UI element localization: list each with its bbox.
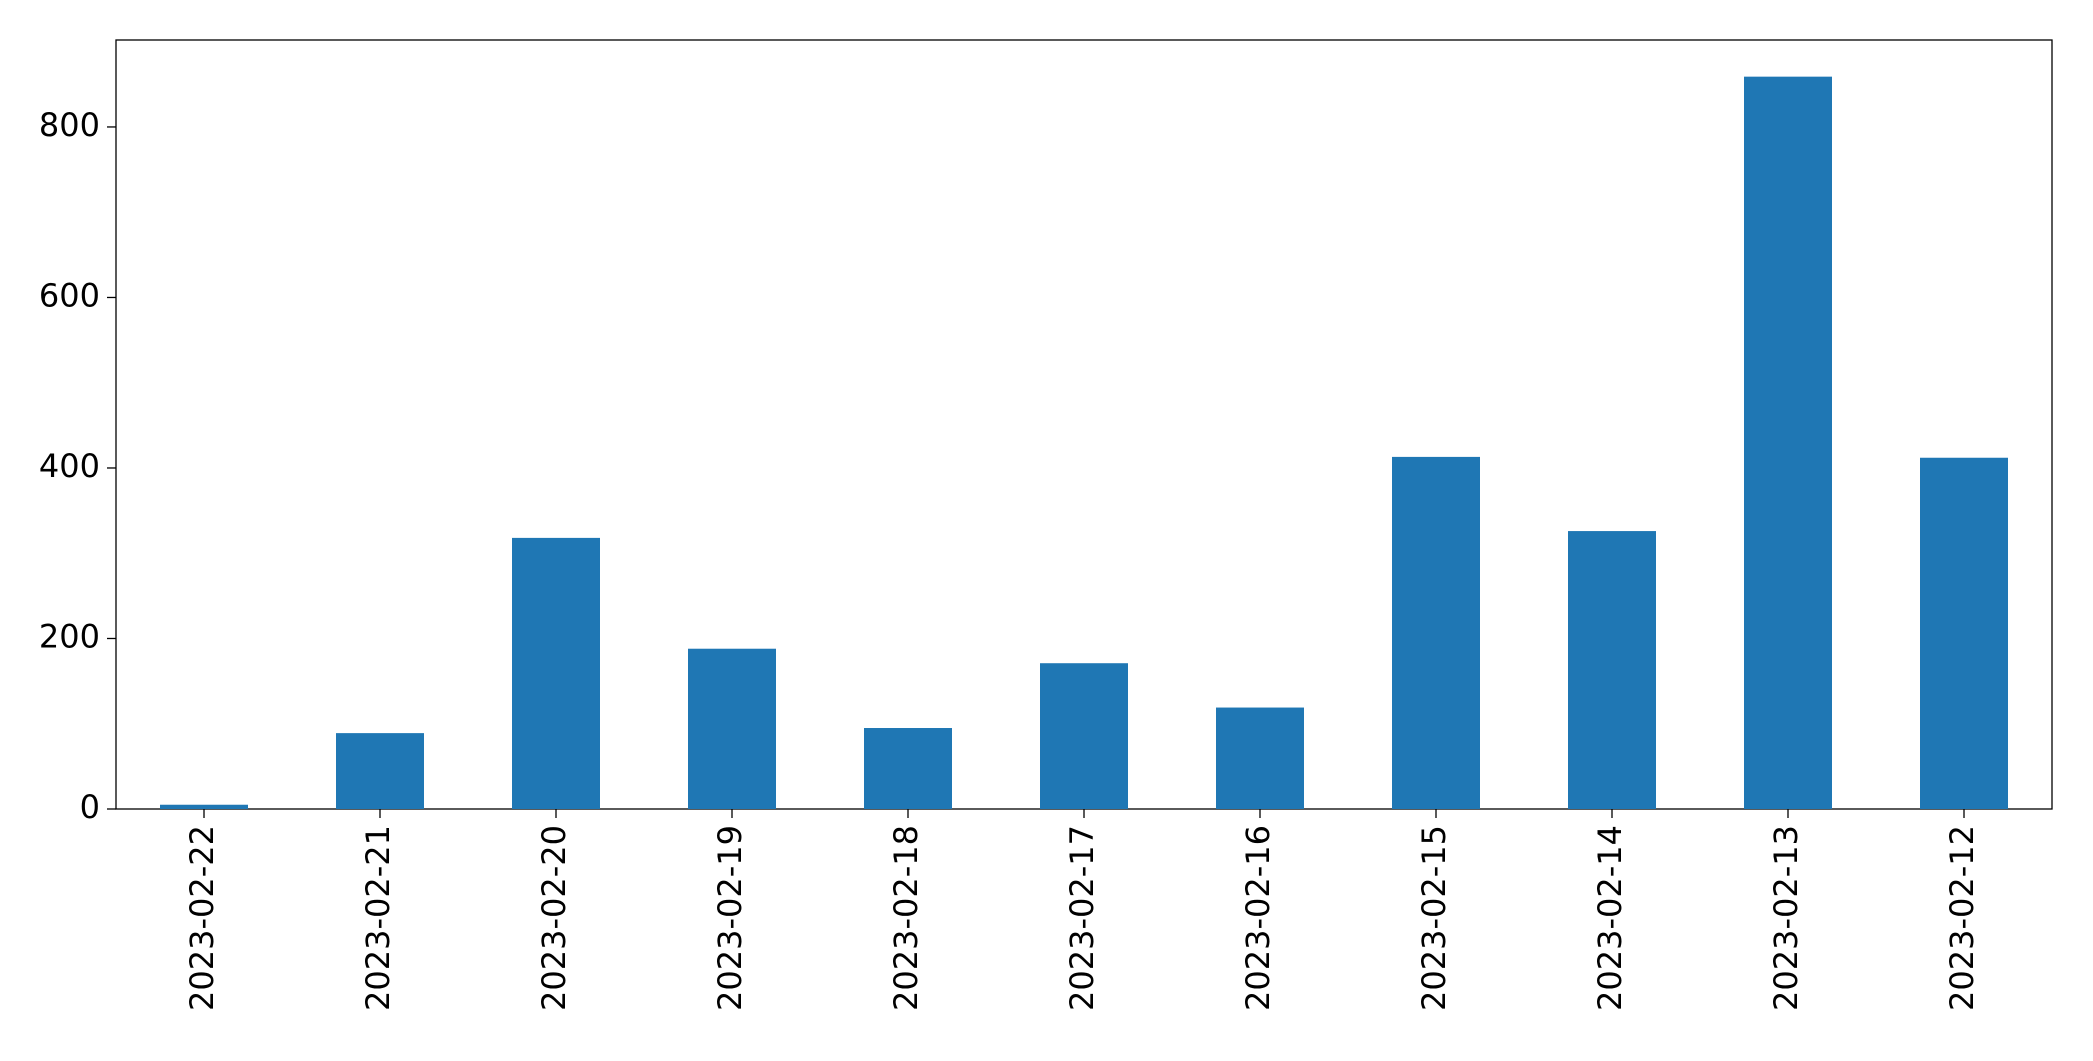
bar <box>1568 531 1656 809</box>
x-tick-label: 2023-02-20 <box>535 825 573 1011</box>
bar <box>1920 457 2008 809</box>
y-tick-label: 400 <box>39 447 100 485</box>
x-tick-label: 2023-02-15 <box>1415 825 1453 1011</box>
bar <box>1040 663 1128 809</box>
bar <box>336 733 424 809</box>
x-tick-label: 2023-02-22 <box>183 825 221 1011</box>
bar <box>864 728 952 809</box>
x-tick-label: 2023-02-13 <box>1767 825 1805 1011</box>
y-tick-label: 200 <box>39 617 100 655</box>
y-tick-label: 600 <box>39 276 100 314</box>
y-tick-label: 0 <box>80 788 100 826</box>
bar <box>1392 456 1480 809</box>
bar <box>1216 707 1304 809</box>
bar <box>512 537 600 809</box>
x-tick-label: 2023-02-16 <box>1239 825 1277 1011</box>
x-tick-label: 2023-02-17 <box>1063 825 1101 1011</box>
bar <box>1744 76 1832 809</box>
x-tick-label: 2023-02-12 <box>1943 825 1981 1011</box>
bar <box>688 648 776 809</box>
x-tick-label: 2023-02-21 <box>359 825 397 1011</box>
x-tick-label: 2023-02-18 <box>887 825 925 1011</box>
y-tick-label: 800 <box>39 106 100 144</box>
bar <box>160 804 248 809</box>
x-tick-label: 2023-02-19 <box>711 825 749 1011</box>
x-tick-label: 2023-02-14 <box>1591 825 1629 1011</box>
